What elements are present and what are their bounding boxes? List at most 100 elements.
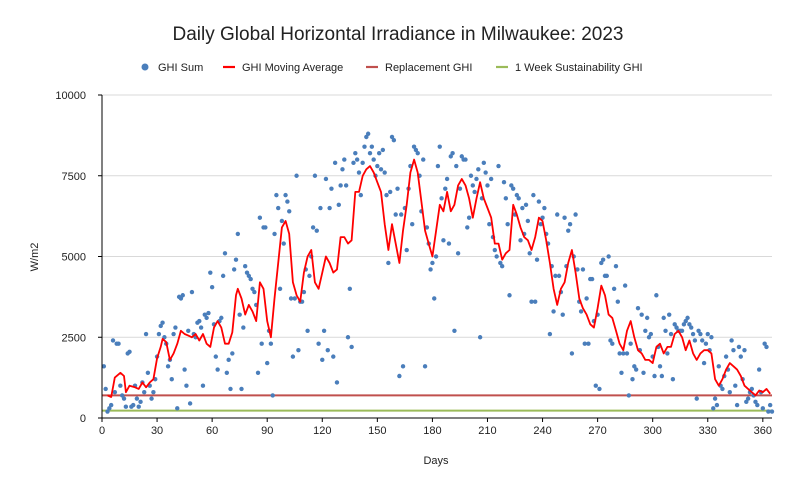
ghi-sum-point-61 <box>213 354 219 359</box>
ghi-sum-point-341 <box>727 389 732 395</box>
ghi-sum-point-287 <box>628 341 633 346</box>
ghi-sum-point-150 <box>376 150 382 156</box>
ghi-sum-point-125 <box>331 354 336 359</box>
ghi-sum-point-290 <box>633 367 639 372</box>
ghi-sum-point-35 <box>165 364 171 369</box>
ghi-sum-point-119 <box>320 357 325 363</box>
ghi-sum-point-12 <box>123 404 129 409</box>
ghi-sum-point-342 <box>729 338 734 343</box>
ghi-sum-point-201 <box>470 183 475 188</box>
ghi-sum-point-106 <box>296 347 301 353</box>
ghi-sum-point-355 <box>753 399 758 405</box>
ghi-sum-point-276 <box>608 338 613 343</box>
y-axis-label: W/m2 <box>29 243 41 272</box>
ghi-sum-point-238 <box>538 222 543 227</box>
ghi-sum-point-22 <box>142 389 147 395</box>
ghi-sum-point-205 <box>477 335 483 340</box>
ghi-sum-point-78 <box>244 270 250 275</box>
legend-item-ghi-moving-average: GHI Moving Average <box>223 62 343 74</box>
ghi-sum-point-30 <box>156 331 162 337</box>
ghi-sum-point-182 <box>435 163 441 169</box>
y-tick-label-3: 7500 <box>62 171 86 183</box>
ghi-sum-point-40 <box>175 406 180 411</box>
ghi-sum-point-339 <box>723 354 729 359</box>
ghi-sum-point-62 <box>215 367 220 372</box>
ghi-sum-point-289 <box>632 364 637 369</box>
ghi-sum-point-144 <box>365 131 371 136</box>
ghi-sum-point-320 <box>689 325 694 330</box>
ghi-sum-point-3 <box>107 406 112 411</box>
legend-item-replacement-ghi: Replacement GHI <box>366 62 472 74</box>
ghi-sum-point-257 <box>573 212 578 217</box>
ghi-sum-point-204 <box>476 167 481 172</box>
ghi-sum-point-329 <box>705 331 710 337</box>
ghi-sum-point-161 <box>397 373 402 379</box>
ghi-sum-point-220 <box>505 222 510 227</box>
ghi-sum-point-146 <box>369 144 375 149</box>
ghi-sum-point-255 <box>569 351 575 356</box>
ghi-sum-point-344 <box>733 383 738 388</box>
ghi-sum-point-73 <box>235 231 241 237</box>
ghi-sum-point-306 <box>663 328 668 333</box>
ghi-sum-point-333 <box>712 396 718 401</box>
ghi-sum-point-277 <box>610 341 615 346</box>
ghi-sum-point-232 <box>527 251 532 256</box>
ghi-sum-point-152 <box>380 147 386 153</box>
ghi-sum-point-217 <box>499 263 505 269</box>
ghi-sum-point-192 <box>454 163 459 169</box>
ghi-sum-point-363 <box>767 402 773 408</box>
ghi-sum-point-2 <box>105 409 110 414</box>
ghi-sum-point-71 <box>231 267 237 272</box>
ghi-sum-point-187 <box>444 176 450 182</box>
ghi-sum-point-170 <box>413 147 419 153</box>
ghi-sum-point-247 <box>555 212 560 217</box>
ghi-sum-point-308 <box>667 312 672 317</box>
ghi-sum-point-95 <box>276 205 281 211</box>
ghi-sum-point-199 <box>466 215 472 220</box>
ghi-sum-point-82 <box>252 289 257 295</box>
ghi-sum-point-137 <box>353 150 358 156</box>
ghi-sum-point-251 <box>562 215 567 220</box>
ghi-sum-point-162 <box>399 212 404 217</box>
ghi-sum-point-195 <box>459 154 464 159</box>
ghi-sum-point-266 <box>589 276 595 282</box>
ghi-sum-point-180 <box>432 296 437 301</box>
ghi-sum-point-96 <box>277 286 283 291</box>
ghi-sum-point-4 <box>108 402 114 408</box>
ghi-sum-point-44 <box>182 367 187 372</box>
ghi-sum-point-295 <box>643 328 648 333</box>
ghi-sum-point-97 <box>279 218 285 224</box>
ghi-sum-point-115 <box>312 173 318 178</box>
ghi-sum-point-263 <box>584 296 589 301</box>
ghi-sum-point-94 <box>274 192 279 198</box>
ghi-sum-point-231 <box>525 218 531 224</box>
ghi-sum-point-281 <box>617 351 622 356</box>
ghi-sum-point-211 <box>488 176 494 182</box>
ghi-sum-point-225 <box>514 192 520 198</box>
ghi-sum-point-234 <box>531 192 536 198</box>
ghi-sum-point-64 <box>219 315 224 321</box>
y-tick-label-4: 10000 <box>55 90 86 102</box>
ghi-sum-point-132 <box>343 183 349 188</box>
ghi-sum-point-243 <box>547 331 553 337</box>
ghi-sum-point-88 <box>263 225 268 230</box>
ghi-sum-point-69 <box>228 386 233 392</box>
ghi-sum-point-153 <box>382 170 387 175</box>
ghi-sum-point-230 <box>523 202 529 208</box>
ghi-sum-point-194 <box>457 186 463 191</box>
legend-marker-ghi-sum <box>141 63 149 71</box>
ghi-sum-point-26 <box>149 396 154 401</box>
ghi-sum-point-319 <box>687 322 692 327</box>
ghi-sum-point-284 <box>622 283 628 288</box>
ghi-sum-point-311 <box>672 322 677 327</box>
x-tick-label-0: 0 <box>99 425 105 437</box>
ghi-sum-point-104 <box>292 296 297 301</box>
ghi-sum-point-278 <box>611 286 617 291</box>
ghi-sum-point-253 <box>566 228 571 233</box>
ghi-sum-point-77 <box>242 263 248 269</box>
ghi-sum-point-300 <box>652 373 657 379</box>
ghi-sum-point-364 <box>769 409 775 414</box>
ghi-sum-point-296 <box>644 315 650 321</box>
ghi-sum-point-6 <box>112 389 118 395</box>
ghi-sum-point-191 <box>452 328 457 333</box>
